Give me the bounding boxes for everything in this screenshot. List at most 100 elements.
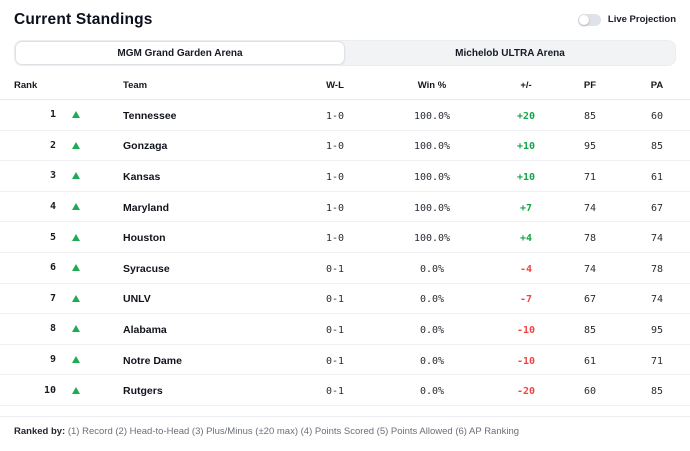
plusminus-cell: -20: [496, 381, 556, 399]
wl-cell: 1-0: [302, 228, 368, 246]
rank-value: 1: [49, 109, 56, 121]
team-name: Kansas: [123, 170, 161, 183]
wl-value: 1-0: [325, 202, 345, 214]
plusminus-value: +7: [519, 202, 533, 214]
wl-cell: 0-1: [302, 351, 368, 369]
rank-cell: 6: [0, 262, 96, 273]
winpct-cell: 100.0%: [368, 198, 496, 216]
pf-cell: 71: [556, 167, 624, 185]
live-projection-toggle[interactable]: [577, 13, 601, 26]
rank-value: 5: [49, 231, 56, 243]
table-row: 8 Alabama 0-1 0.0% -10 85 95: [0, 314, 690, 345]
wl-value: 0-1: [325, 355, 345, 367]
team-cell: Alabama: [96, 320, 302, 338]
plusminus-cell: -10: [496, 320, 556, 338]
rank-cell: 3: [0, 170, 96, 181]
rank-value: 4: [49, 201, 56, 213]
pf-value: 61: [583, 355, 597, 367]
column-header-team: Team: [123, 80, 148, 91]
rank-value: 10: [43, 384, 56, 396]
winpct-cell: 100.0%: [368, 228, 496, 246]
wl-cell: 0-1: [302, 259, 368, 277]
trend-up-icon: [72, 172, 80, 180]
wl-cell: 1-0: [302, 167, 368, 185]
winpct-cell: 0.0%: [368, 320, 496, 338]
rank-cell: 8: [0, 323, 96, 334]
trend-up-icon: [72, 264, 80, 272]
column-header-pf: PF: [583, 80, 597, 91]
ranked-by-label: Ranked by:: [14, 425, 66, 437]
pf-cell: 85: [556, 320, 624, 338]
winpct-value: 0.0%: [419, 324, 445, 336]
pf-cell: 78: [556, 228, 624, 246]
table-row: 7 UNLV 0-1 0.0% -7 67 74: [0, 284, 690, 315]
rank-value: 3: [49, 170, 56, 182]
pf-value: 95: [583, 141, 597, 153]
winpct-value: 100.0%: [413, 171, 451, 183]
plusminus-cell: +20: [496, 106, 556, 124]
pa-cell: 78: [624, 259, 690, 277]
trend-up-icon: [72, 141, 80, 149]
pa-value: 85: [650, 141, 664, 153]
column-header-rank: Rank: [14, 80, 38, 91]
winpct-cell: 0.0%: [368, 259, 496, 277]
team-cell: Notre Dame: [96, 351, 302, 369]
rank-value: 8: [49, 323, 56, 335]
plusminus-value: -20: [516, 386, 536, 398]
team-name: Gonzaga: [123, 140, 168, 153]
team-name: Alabama: [123, 323, 167, 336]
pf-value: 85: [583, 324, 597, 336]
rank-cell: 10: [0, 385, 96, 396]
winpct-value: 0.0%: [419, 386, 445, 398]
table-row: 3 Kansas 1-0 100.0% +10 71 61: [0, 161, 690, 192]
pf-cell: 85: [556, 106, 624, 124]
team-cell: Rutgers: [96, 381, 302, 399]
team-name: Notre Dame: [123, 354, 182, 367]
pf-value: 74: [583, 263, 597, 275]
plusminus-cell: -7: [496, 289, 556, 307]
column-header-plusminus: +/-: [520, 80, 532, 91]
plusminus-value: +10: [516, 171, 536, 183]
tab-michelob-ultra-arena[interactable]: Michelob ULTRA Arena: [345, 41, 675, 65]
pa-value: 74: [650, 233, 664, 245]
rank-value: 9: [49, 354, 56, 366]
team-cell: Syracuse: [96, 259, 302, 277]
wl-value: 1-0: [325, 110, 345, 122]
winpct-value: 100.0%: [413, 202, 451, 214]
table-header-row: Rank Team W-L Win % +/- PF PA: [0, 72, 690, 100]
trend-up-icon: [72, 386, 80, 394]
pa-value: 78: [650, 263, 664, 275]
tab-mgm-grand-garden-arena[interactable]: MGM Grand Garden Arena: [15, 41, 345, 65]
team-cell: Houston: [96, 228, 302, 246]
rank-cell: 1: [0, 109, 96, 120]
pa-value: 71: [650, 355, 664, 367]
team-cell: Kansas: [96, 167, 302, 185]
wl-cell: 1-0: [302, 136, 368, 154]
team-cell: Tennessee: [96, 106, 302, 124]
pa-cell: 61: [624, 167, 690, 185]
trend-up-icon: [72, 294, 80, 302]
wl-cell: 0-1: [302, 289, 368, 307]
wl-value: 1-0: [325, 141, 345, 153]
trend-up-icon: [72, 325, 80, 333]
pf-value: 85: [583, 110, 597, 122]
wl-value: 1-0: [325, 233, 345, 245]
column-header-pa: PA: [650, 80, 664, 91]
winpct-cell: 100.0%: [368, 167, 496, 185]
plusminus-value: +20: [516, 110, 536, 122]
plusminus-value: -4: [519, 263, 533, 275]
pa-cell: 85: [624, 136, 690, 154]
pf-cell: 67: [556, 289, 624, 307]
winpct-cell: 0.0%: [368, 289, 496, 307]
pa-cell: 74: [624, 228, 690, 246]
table-body: 1 Tennessee 1-0 100.0% +20 85 60 2 Gonzaga 1-0 100…: [0, 100, 690, 406]
winpct-value: 0.0%: [419, 263, 445, 275]
trend-up-icon: [72, 356, 80, 364]
winpct-value: 100.0%: [413, 141, 451, 153]
pf-cell: 74: [556, 259, 624, 277]
wl-value: 0-1: [325, 294, 345, 306]
rank-cell: 5: [0, 232, 96, 243]
pa-value: 74: [650, 294, 664, 306]
pa-cell: 67: [624, 198, 690, 216]
